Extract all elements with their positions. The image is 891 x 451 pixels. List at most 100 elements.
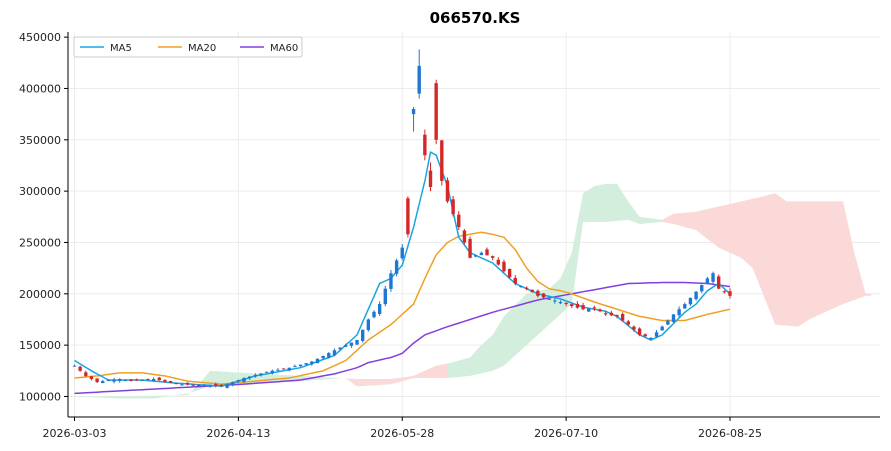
candle-body [180,384,184,386]
candle-body [293,366,297,368]
candle-body [490,256,495,258]
candle-body [264,371,269,373]
candle-body [349,342,354,346]
y-tick-label: 300000 [19,185,61,198]
candle-body [598,309,602,312]
candle-body [355,340,359,345]
candle-body [479,252,484,256]
candlesticks [72,49,732,389]
candle-body [541,293,546,298]
candle-body [366,319,371,331]
candle-body [683,304,687,309]
x-tick-label: 2026-07-10 [534,427,598,440]
ma20-line [74,231,731,385]
cloud-bearish [345,363,448,387]
candle-body [242,377,246,382]
candle-body [163,379,167,382]
candle-body [688,297,693,305]
axes: 100000 150000 200000 250000 300000 350000 4000… [19,31,880,440]
candle-body [637,328,642,335]
candle-body [677,309,681,316]
candle-body [197,385,201,387]
candle-body [406,198,410,235]
candle-body [632,326,636,330]
candle-body [536,290,540,296]
candle-body [694,291,698,300]
candle-body [524,287,529,289]
candle-body [547,298,551,300]
candle-body [236,380,241,382]
candle-body [400,247,404,259]
candle-body [101,381,105,384]
candle-body [140,380,145,382]
candle-body [553,300,557,302]
candle-body [423,134,427,156]
candle-body [321,355,325,359]
ma5-line [74,150,731,387]
candle-body [360,329,365,341]
cloud-bullish [74,183,663,399]
candle-body [457,214,461,228]
candle-body [377,304,382,314]
candle-body [225,384,229,388]
candle-body [564,302,568,305]
candle-body [671,314,676,322]
candle-body [603,313,608,315]
candle-body [214,384,218,386]
candle-body [332,350,337,356]
candle-body [717,276,721,289]
candle-body [626,321,630,325]
candle-body [575,303,580,308]
candle-body [298,364,303,367]
candle-body [700,285,704,292]
cloud-bearish [662,193,872,327]
candle-body [84,372,88,376]
candle-body [185,382,190,385]
candle-body [592,307,597,309]
candle-body [440,140,444,181]
candle-body [89,376,94,380]
candle-body [112,379,116,382]
candle-body [485,249,489,256]
candle-body [722,291,727,293]
candle-body [118,379,122,381]
candle-body [558,302,563,304]
candle-body [157,377,161,381]
candle-body [287,367,291,371]
candle-body [72,365,77,367]
candle-body [174,383,178,385]
candle-body [270,370,274,374]
candle-body [383,288,387,305]
candle-body [570,304,574,307]
x-tick-label: 2026-05-28 [370,427,434,440]
legend-label: MA20 [188,43,216,54]
candle-body [259,373,263,376]
legend-box [73,36,303,58]
candle-body [151,379,156,382]
chart-title: 066570.KS [430,9,521,27]
candle-body [78,366,82,371]
candle-body [445,180,450,202]
candle-body [315,358,320,364]
candle-body [468,238,472,258]
candle-body [247,376,252,379]
candle-body [208,385,212,387]
candle-body [496,259,501,265]
candle-body [134,379,139,381]
legend-label: MA5 [110,43,132,54]
candle-body [728,291,732,296]
candle-body [191,384,195,386]
candle-body [666,320,670,325]
candle-body [129,379,133,382]
candle-body [411,109,416,115]
candle-body [394,260,399,274]
candle-body [705,278,710,285]
candle-body [451,199,455,215]
candle-body [202,385,207,387]
y-tick-label: 100000 [19,390,61,403]
candle-body [344,345,348,347]
candle-body [620,313,625,321]
candle-body [643,334,647,337]
candle-body [711,273,715,282]
